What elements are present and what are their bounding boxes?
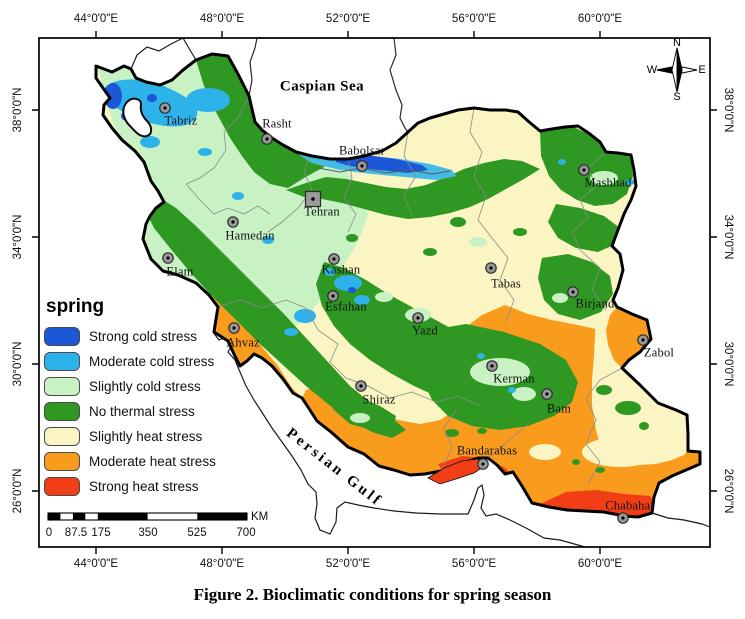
swatch-no-thermal <box>44 401 80 421</box>
iran-border-outline <box>94 52 702 519</box>
legend-item-slightly-heat: Slightly heat stress <box>44 426 254 446</box>
city-label-rasht: Rasht <box>262 116 292 131</box>
axis-label-right-30n: 30°0'0"N <box>722 341 734 387</box>
swatch-strong-heat <box>44 476 80 496</box>
arabian-gulf-coastline <box>212 331 586 548</box>
compass-s-label: S <box>673 91 681 103</box>
city-label-bandarabas: Bandarabas <box>456 443 518 458</box>
city-label-birjand: Birjand <box>575 296 615 311</box>
scalebar-num-350: 350 <box>138 527 158 539</box>
legend-item-slightly-cold: Slightly cold stress <box>44 376 254 396</box>
climate-zones <box>96 54 700 517</box>
province-borders <box>185 95 623 485</box>
swatch-slightly-heat <box>44 426 80 446</box>
city-label-elam: Elam <box>166 264 194 279</box>
city-label-babolsar: Babolsar <box>338 143 386 158</box>
axis-label-left-38n: 38°0'0"N <box>12 87 24 133</box>
axis-label-left-26n: 26°0'0"N <box>12 468 24 514</box>
compass-w-label: W <box>646 64 658 76</box>
city-label-tehran: Tehran <box>304 204 340 219</box>
axis-label-bottom-48e: 48°0'0"E <box>199 558 245 570</box>
legend-item-strong-heat: Strong heat stress <box>44 476 254 496</box>
city-label-zabol: Zabol <box>643 345 675 360</box>
axis-label-top-48e: 48°0'0"E <box>199 13 245 25</box>
map-frame <box>32 31 717 554</box>
city-label-hamedan: Hamedan <box>225 228 275 243</box>
city-label-tabas: Tabas <box>491 276 521 291</box>
legend-item-label: Slightly cold stress <box>89 378 201 394</box>
scalebar-num-0: 0 <box>45 527 53 539</box>
legend-item-no-thermal: No thermal stress <box>44 401 254 421</box>
legend-item-label: Moderate heat stress <box>89 453 216 469</box>
compass-rose-icon <box>656 47 698 93</box>
city-label-kerman: Kerman <box>493 371 535 386</box>
city-label-bam: Bam <box>546 401 572 416</box>
legend-item-moderate-heat: Moderate heat stress <box>44 451 254 471</box>
swatch-moderate-cold <box>44 351 80 371</box>
legend-item-label: Strong heat stress <box>89 478 199 494</box>
scalebar-unit-label: KM <box>251 511 269 523</box>
city-label-chabahar: Chabahar <box>605 498 655 513</box>
axis-label-bottom-60e: 60°0'0"E <box>577 558 623 570</box>
axis-label-left-30n: 30°0'0"N <box>12 341 24 387</box>
legend-item-label: Strong cold stress <box>89 328 198 344</box>
scalebar-num-175: 175 <box>91 527 111 539</box>
scalebar-num-525: 525 <box>187 527 207 539</box>
city-label-mashhad: Mashhad <box>584 175 632 190</box>
zone-strong-cold <box>104 83 428 293</box>
figure-caption: Figure 2. Bioclimatic conditions for spr… <box>193 585 552 604</box>
caspian-sea-label: Caspian Sea <box>279 78 365 95</box>
scalebar-num-87: 87.5 <box>64 527 88 539</box>
legend-item-label: Slightly heat stress <box>89 428 203 444</box>
axis-label-bottom-44e: 44°0'0"E <box>73 558 119 570</box>
zone-moderate-heat-zabol <box>606 307 651 368</box>
compass-e-label: E <box>698 64 706 76</box>
neighbor-borders <box>130 37 711 548</box>
axis-label-top-56e: 56°0'0"E <box>451 13 497 25</box>
city-label-yazd: Yazd <box>412 323 438 338</box>
swatch-slightly-cold <box>44 376 80 396</box>
legend-item-strong-cold: Strong cold stress <box>44 326 254 346</box>
axis-label-right-38n: 38°0'0"N <box>722 87 734 133</box>
city-label-kashan: Kashan <box>321 262 361 277</box>
swatch-strong-cold <box>44 326 80 346</box>
axis-label-top-52e: 52°0'0"E <box>325 13 371 25</box>
lake-urmia-shape <box>122 97 153 138</box>
legend-item-moderate-cold: Moderate cold stress <box>44 351 254 371</box>
legend-item-label: Moderate cold stress <box>89 353 215 369</box>
scalebar-graphic <box>47 512 248 521</box>
axis-label-top-44e: 44°0'0"E <box>73 13 119 25</box>
swatch-moderate-heat <box>44 451 80 471</box>
scalebar-num-700: 700 <box>236 527 256 539</box>
axis-label-bottom-52e: 52°0'0"E <box>325 558 371 570</box>
city-label-esfahan: Esfahan <box>325 299 367 314</box>
alborz-river-line <box>317 167 451 175</box>
city-markers <box>159 102 649 524</box>
legend-title: spring <box>46 296 105 317</box>
legend: spring Strong cold stress Moderate cold … <box>44 296 254 501</box>
city-label-tabriz: Tabriz <box>164 113 198 128</box>
axis-label-top-60e: 60°0'0"E <box>577 13 623 25</box>
legend-item-label: No thermal stress <box>89 403 195 419</box>
compass-n-label: N <box>673 37 681 49</box>
city-marker-tehran <box>304 190 322 208</box>
axis-label-left-34n: 34°0'0"N <box>12 214 24 260</box>
city-label-shiraz: Shiraz <box>362 392 396 407</box>
axis-label-bottom-56e: 56°0'0"E <box>451 558 497 570</box>
axis-label-right-34n: 34°0'0"N <box>722 214 734 260</box>
axis-label-right-26n: 26°0'0"N <box>722 468 734 514</box>
city-label-ahvaz: Ahvaz <box>226 335 260 350</box>
